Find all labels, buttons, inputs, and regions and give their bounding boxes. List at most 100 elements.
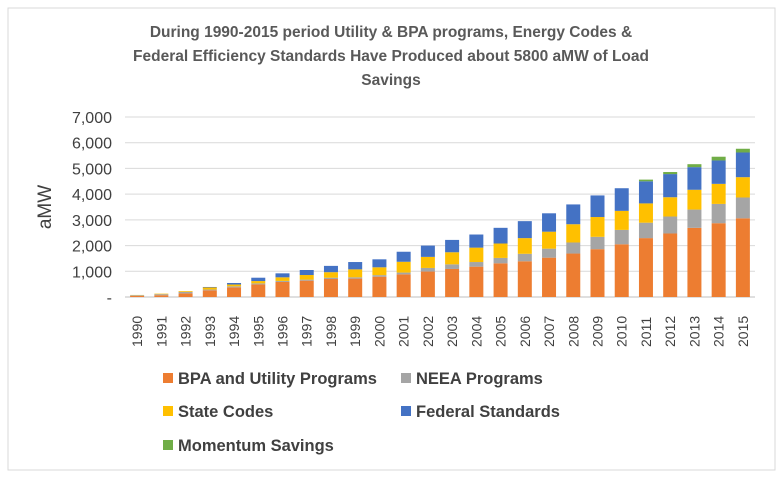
bar-segment: [202, 286, 217, 288]
bar-segment: [469, 262, 484, 267]
bar-segment: [469, 266, 484, 297]
bar-segment: [542, 213, 557, 232]
x-tick-label: 1990: [129, 316, 145, 347]
bar-segment: [566, 224, 581, 243]
legend-swatch: [163, 440, 173, 450]
x-tick-label: 2015: [735, 316, 751, 347]
x-tick-label: 2005: [493, 316, 509, 347]
bar-segment: [202, 289, 217, 291]
bar-segment: [396, 251, 411, 262]
y-tick-label: 1,000: [72, 264, 112, 281]
bar-segment: [396, 272, 411, 275]
bar-segment: [323, 272, 338, 278]
bar-segment: [663, 197, 678, 217]
bar-segment: [396, 261, 411, 273]
bar-segment: [687, 189, 702, 210]
bar-segment: [420, 245, 435, 257]
bar-segment: [227, 284, 242, 287]
x-tick-label: 2010: [614, 316, 630, 347]
bar-segment: [275, 281, 290, 297]
y-tick-label: 2,000: [72, 239, 112, 256]
bar-segment: [638, 179, 653, 182]
x-tick-label: 2003: [444, 316, 460, 347]
bar-segment: [348, 278, 363, 297]
bar-segment: [227, 286, 242, 288]
bar-segment: [227, 282, 242, 285]
bar-segment: [542, 231, 557, 249]
bar-segment: [372, 259, 387, 268]
bar-segment: [638, 203, 653, 223]
bar-segment: [493, 227, 508, 244]
bar-segment: [299, 279, 314, 281]
x-tick-label: 2007: [541, 316, 557, 347]
bar-segment: [711, 203, 726, 224]
x-tick-label: 2000: [371, 316, 387, 347]
y-tick-label: -: [107, 290, 112, 307]
x-tick-label: 1991: [153, 316, 169, 347]
bar-segment: [590, 217, 605, 237]
bar-segment: [493, 243, 508, 258]
bar-segment: [542, 257, 557, 297]
x-tick-label: 1992: [178, 316, 194, 347]
bar-segment: [251, 284, 266, 297]
legend-label: NEEA Programs: [416, 370, 543, 388]
x-tick-label: 2013: [686, 316, 702, 347]
bar-segment: [638, 181, 653, 204]
bar-segment: [348, 262, 363, 270]
bar-segment: [687, 227, 702, 297]
y-tick-label: 5,000: [72, 161, 112, 178]
bar-segment: [323, 265, 338, 273]
bar-segment: [663, 174, 678, 198]
y-tick-label: 4,000: [72, 187, 112, 204]
bar-segment: [323, 277, 338, 279]
bar-segment: [178, 291, 193, 292]
bar-segment: [711, 160, 726, 184]
bar-segment: [445, 268, 460, 297]
legend-label: Momentum Savings: [178, 437, 334, 455]
bar-segment: [154, 294, 169, 296]
bar-segment: [178, 291, 193, 294]
bar-segment: [154, 293, 169, 295]
bar-segment: [590, 195, 605, 218]
x-tick-label: 1997: [299, 316, 315, 347]
bar-segment: [251, 281, 266, 284]
bar-segment: [493, 263, 508, 297]
bar-segment: [420, 271, 435, 297]
bar-segment: [590, 236, 605, 250]
bar-segment: [614, 210, 629, 230]
bar-segment: [493, 257, 508, 264]
bar-segment: [445, 264, 460, 269]
bar-segment: [735, 218, 750, 297]
bar-segment: [469, 247, 484, 263]
bar-segment: [663, 172, 678, 175]
x-tick-label: 2014: [711, 316, 727, 347]
bar-segment: [154, 295, 169, 297]
x-tick-label: 2004: [468, 316, 484, 347]
bar-segment: [735, 177, 750, 198]
chart-title-line-1: During 1990-2015 period Utility & BPA pr…: [150, 24, 632, 41]
bar-segment: [420, 267, 435, 272]
bar-segment: [735, 148, 750, 153]
bar-segment: [469, 234, 484, 248]
bar-segment: [323, 279, 338, 297]
bar-segment: [299, 275, 314, 280]
bar-segment: [130, 295, 145, 297]
bar-segment: [735, 197, 750, 219]
bar-segment: [275, 273, 290, 278]
legend-swatch: [163, 406, 173, 416]
x-tick-label: 1999: [347, 316, 363, 347]
x-tick-label: 2002: [420, 316, 436, 347]
bar-segment: [663, 216, 678, 234]
bar-segment: [517, 238, 532, 254]
bar-segment: [348, 269, 363, 278]
y-tick-label: 3,000: [72, 213, 112, 230]
bar-segment: [445, 239, 460, 253]
bar-segment: [735, 152, 750, 178]
legend-label: Federal Standards: [416, 403, 560, 421]
bar-segment: [202, 290, 217, 297]
bar-segment: [711, 156, 726, 161]
x-tick-label: 1994: [226, 316, 242, 347]
bar-segment: [566, 253, 581, 297]
